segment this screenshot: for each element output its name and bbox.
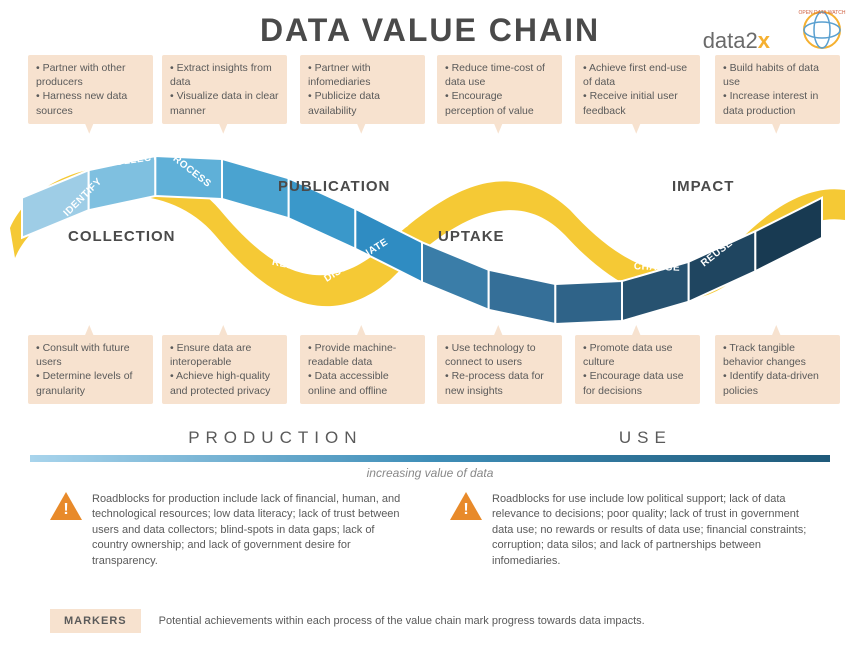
callout-item: Encourage perception of value	[445, 89, 554, 117]
logo-text-2: x	[758, 28, 770, 53]
phase-collection: COLLECTION	[68, 228, 176, 245]
top-callout-1: Extract insights from dataVisualize data…	[162, 55, 287, 124]
callout-item: Ensure data are interoperable	[170, 341, 279, 369]
callout-item: Build habits of data use	[723, 61, 832, 89]
top-callout-5: Build habits of data useIncrease interes…	[715, 55, 840, 124]
callout-item: Data accessible online and offline	[308, 369, 417, 397]
roadblock-production: Roadblocks for production include lack o…	[50, 492, 410, 569]
bottom-callout-5: Track tangible behavior changesIdentify …	[715, 335, 840, 404]
callout-item: Promote data use culture	[583, 341, 692, 369]
callout-item: Use technology to connect to users	[445, 341, 554, 369]
top-callout-0: Partner with other producersHarness new …	[28, 55, 153, 124]
bottom-callout-3: Use technology to connect to usersRe-pro…	[437, 335, 562, 404]
callout-item: Reduce time-cost of data use	[445, 61, 554, 89]
callout-item: Re-process data for new insights	[445, 369, 554, 397]
callout-item: Partner with other producers	[36, 61, 145, 89]
bottom-callout-2: Provide machine-readable dataData access…	[300, 335, 425, 404]
bottom-callout-0: Consult with future usersDetermine level…	[28, 335, 153, 404]
callout-item: Achieve first end-use of data	[583, 61, 692, 89]
warning-icon	[450, 492, 482, 520]
markers-text: Potential achievements within each proce…	[159, 615, 645, 627]
callout-item: Consult with future users	[36, 341, 145, 369]
top-callout-4: Achieve first end-use of dataReceive ini…	[575, 55, 700, 124]
callout-item: Extract insights from data	[170, 61, 279, 89]
svg-text:OPEN DATA WATCH: OPEN DATA WATCH	[798, 10, 845, 16]
callout-item: Publicize data availability	[308, 89, 417, 117]
callout-item: Provide machine-readable data	[308, 341, 417, 369]
phase-impact: IMPACT	[672, 178, 734, 195]
value-gradient-bar	[30, 455, 830, 462]
logo-open-data-watch: OPEN DATA WATCH	[792, 4, 852, 54]
segment-connect	[422, 242, 489, 310]
logo-data2x: data2x	[703, 28, 770, 54]
roadblock-production-text: Roadblocks for production include lack o…	[92, 492, 410, 569]
production-use-row: PRODUCTION USE	[60, 428, 800, 448]
roadblock-use-text: Roadblocks for use include low political…	[492, 492, 820, 569]
segment-incentivize	[489, 270, 556, 324]
callout-item: Achieve high-quality and protected priva…	[170, 369, 279, 397]
segment-influence	[555, 281, 622, 324]
callout-item: Identify data-driven policies	[723, 369, 832, 397]
callout-item: Increase interest in data production	[723, 89, 832, 117]
roadblock-use: Roadblocks for use include low political…	[450, 492, 820, 569]
callout-item: Track tangible behavior changes	[723, 341, 832, 369]
logo-text-1: data2	[703, 28, 758, 53]
increasing-value-label: increasing value of data	[0, 466, 860, 480]
callout-item: Partner with infomediaries	[308, 61, 417, 89]
callout-item: Receive initial user feedback	[583, 89, 692, 117]
phase-publication: PUBLICATION	[278, 178, 390, 195]
production-label: PRODUCTION	[188, 428, 362, 448]
use-label: USE	[619, 428, 672, 448]
callout-item: Determine levels of granularity	[36, 369, 145, 397]
top-callout-2: Partner with infomediariesPublicize data…	[300, 55, 425, 124]
warning-icon	[50, 492, 82, 520]
phase-uptake: UPTAKE	[438, 228, 505, 245]
markers-row: MARKERS Potential achievements within ea…	[50, 609, 645, 633]
callout-item: Encourage data use for decisions	[583, 369, 692, 397]
markers-badge: MARKERS	[50, 609, 141, 633]
bottom-callout-4: Promote data use cultureEncourage data u…	[575, 335, 700, 404]
callout-item: Visualize data in clear manner	[170, 89, 279, 117]
bottom-callout-1: Ensure data are interoperableAchieve hig…	[162, 335, 287, 404]
top-callout-3: Reduce time-cost of data useEncourage pe…	[437, 55, 562, 124]
callout-item: Harness new data sources	[36, 89, 145, 117]
